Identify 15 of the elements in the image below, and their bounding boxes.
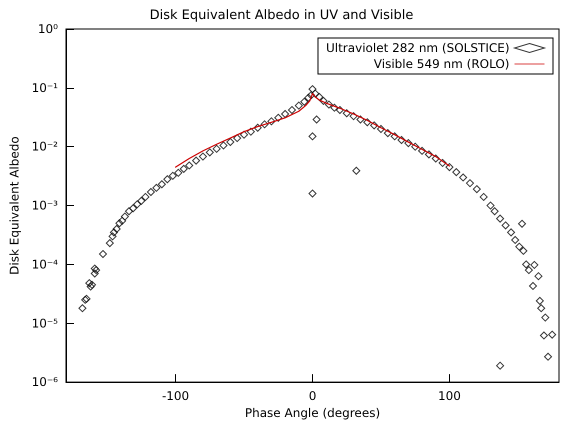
y-tick-label: 10⁻² [32, 140, 58, 154]
x-axis-title: Phase Angle (degrees) [244, 406, 380, 420]
x-tick-label: 100 [438, 389, 461, 404]
y-tick-label: 10⁰ [38, 22, 58, 36]
legend-label: Visible 549 nm (ROLO) [374, 57, 510, 71]
y-tick-label: 10⁻⁴ [32, 257, 58, 272]
y-tick-label: 10⁻³ [32, 198, 58, 213]
y-tick-label: 10⁻¹ [32, 80, 58, 95]
x-tick-label: 0 [308, 389, 316, 404]
y-tick-label: 10⁻⁶ [32, 375, 58, 390]
legend-label: Ultraviolet 282 nm (SOLSTICE) [326, 41, 510, 55]
chart-title: Disk Equivalent Albedo in UV and Visible [150, 8, 414, 23]
y-tick-label: 10⁻⁵ [32, 316, 58, 330]
x-tick-label: -100 [162, 389, 190, 404]
y-axis-title: Disk Equivalent Albedo [8, 136, 22, 275]
